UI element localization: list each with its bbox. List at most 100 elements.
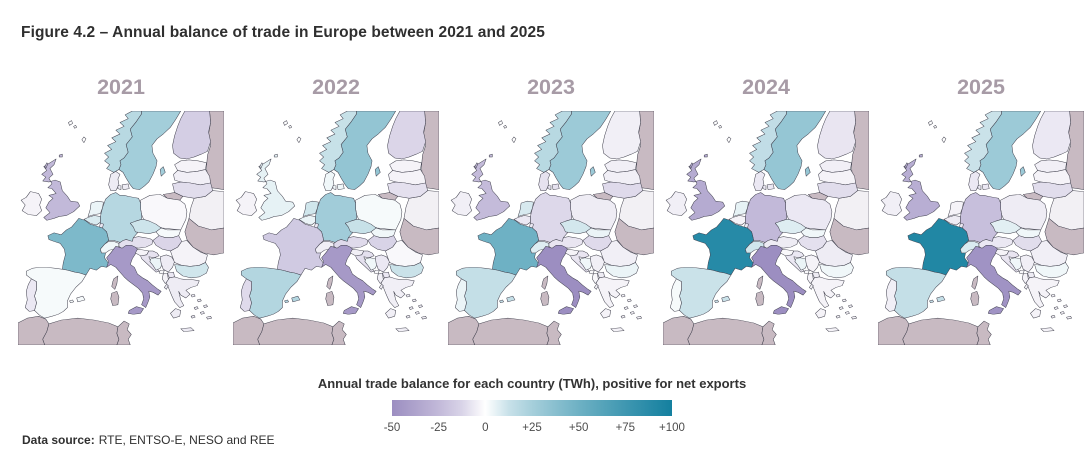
year-label-2024: 2024 [742, 75, 790, 99]
country-faroe-islands [283, 120, 292, 129]
country-russia [421, 111, 439, 190]
country-greece [385, 308, 396, 319]
country-algeria [257, 317, 335, 345]
country-bulgaria [819, 262, 854, 279]
country-ukraine [829, 218, 869, 256]
country-italy [987, 306, 1004, 315]
country-greece [164, 284, 212, 320]
country-romania [815, 240, 853, 267]
country-corsica [111, 275, 119, 290]
country-united-kingdom [41, 158, 81, 221]
data-source-text: RTE, ENTSO-E, NESO and REE [98, 433, 275, 447]
country-denmark [977, 183, 990, 190]
country-shetland [726, 136, 732, 143]
country-denmark [547, 183, 560, 190]
country-ukraine [184, 218, 224, 256]
country-sweden [978, 111, 1041, 190]
country-united-kingdom [44, 153, 63, 169]
country-shetland [511, 136, 517, 143]
country-russia [851, 111, 869, 190]
country-united-kingdom [901, 158, 941, 221]
country-denmark [968, 171, 981, 191]
country-sweden [159, 166, 166, 177]
country-united-kingdom [904, 153, 923, 169]
country-denmark [323, 171, 336, 191]
country-united-kingdom [471, 158, 511, 221]
country-greece [594, 284, 642, 320]
country-spain [714, 295, 731, 304]
country-greece [379, 284, 427, 320]
country-bosnia-and-herzegovina [364, 257, 379, 271]
country-france [692, 218, 754, 276]
country-corsica [326, 275, 334, 290]
country-montenegro [588, 269, 595, 275]
legend-tick: +75 [615, 422, 636, 434]
country-romania [600, 240, 638, 267]
country-tunisia [546, 320, 562, 345]
figure-title: Figure 4.2 – Annual balance of trade in … [21, 24, 545, 41]
country-belgium [513, 215, 531, 226]
country-montenegro [158, 269, 165, 275]
country-shetland [81, 136, 87, 143]
map-panel-2023: 2023 [448, 74, 654, 345]
country-greece [180, 327, 195, 332]
country-algeria [902, 317, 980, 345]
country-romania [170, 240, 208, 267]
country-netherlands [302, 200, 319, 217]
map-panel-2022: 2022 [233, 74, 439, 345]
country-greece [825, 327, 840, 332]
country-italy [772, 306, 789, 315]
country-portugal [454, 278, 467, 312]
country-serbia [159, 254, 175, 273]
country-tunisia [331, 320, 347, 345]
country-algeria [687, 317, 765, 345]
country-greece [170, 308, 181, 319]
country-greece [166, 276, 200, 308]
country-italy [342, 306, 359, 315]
country-greece [815, 308, 826, 319]
country-bulgaria [174, 262, 209, 279]
legend-tick: 0 [482, 422, 489, 434]
country-bulgaria [1034, 262, 1069, 279]
country-sweden [589, 166, 596, 177]
country-sweden [1019, 166, 1026, 177]
country-united-kingdom [689, 153, 708, 169]
country-spain [284, 295, 301, 304]
legend-tick: +100 [659, 422, 685, 434]
country-denmark [538, 171, 551, 191]
country-denmark [332, 183, 345, 190]
country-greece [600, 308, 611, 319]
country-tunisia [761, 320, 777, 345]
country-portugal [239, 278, 252, 312]
country-russia [206, 111, 224, 190]
country-greece [809, 284, 857, 320]
country-ireland [20, 191, 42, 216]
country-romania [1030, 240, 1068, 267]
country-italy [557, 306, 574, 315]
legend-tick: +50 [568, 422, 589, 434]
country-serbia [374, 254, 390, 273]
country-italy [127, 306, 144, 315]
country-latvia [818, 169, 856, 186]
country-russia [636, 111, 654, 190]
country-sweden [118, 111, 181, 190]
country-serbia [589, 254, 605, 273]
country-spain [69, 295, 86, 304]
country-ukraine [399, 218, 439, 256]
country-ireland [665, 191, 687, 216]
country-belgium [728, 215, 746, 226]
country-serbia [804, 254, 820, 273]
country-tunisia [116, 320, 132, 345]
country-algeria [472, 317, 550, 345]
europe-map-2021 [18, 111, 224, 345]
country-faroe-islands [498, 120, 507, 129]
europe-map-2024 [663, 111, 869, 345]
country-belgium [943, 215, 961, 226]
country-bosnia-and-herzegovina [1009, 257, 1024, 271]
country-ukraine [614, 218, 654, 256]
country-ireland [880, 191, 902, 216]
map-panel-2024: 2024 [663, 74, 869, 345]
country-ireland [235, 191, 257, 216]
country-portugal [669, 278, 682, 312]
